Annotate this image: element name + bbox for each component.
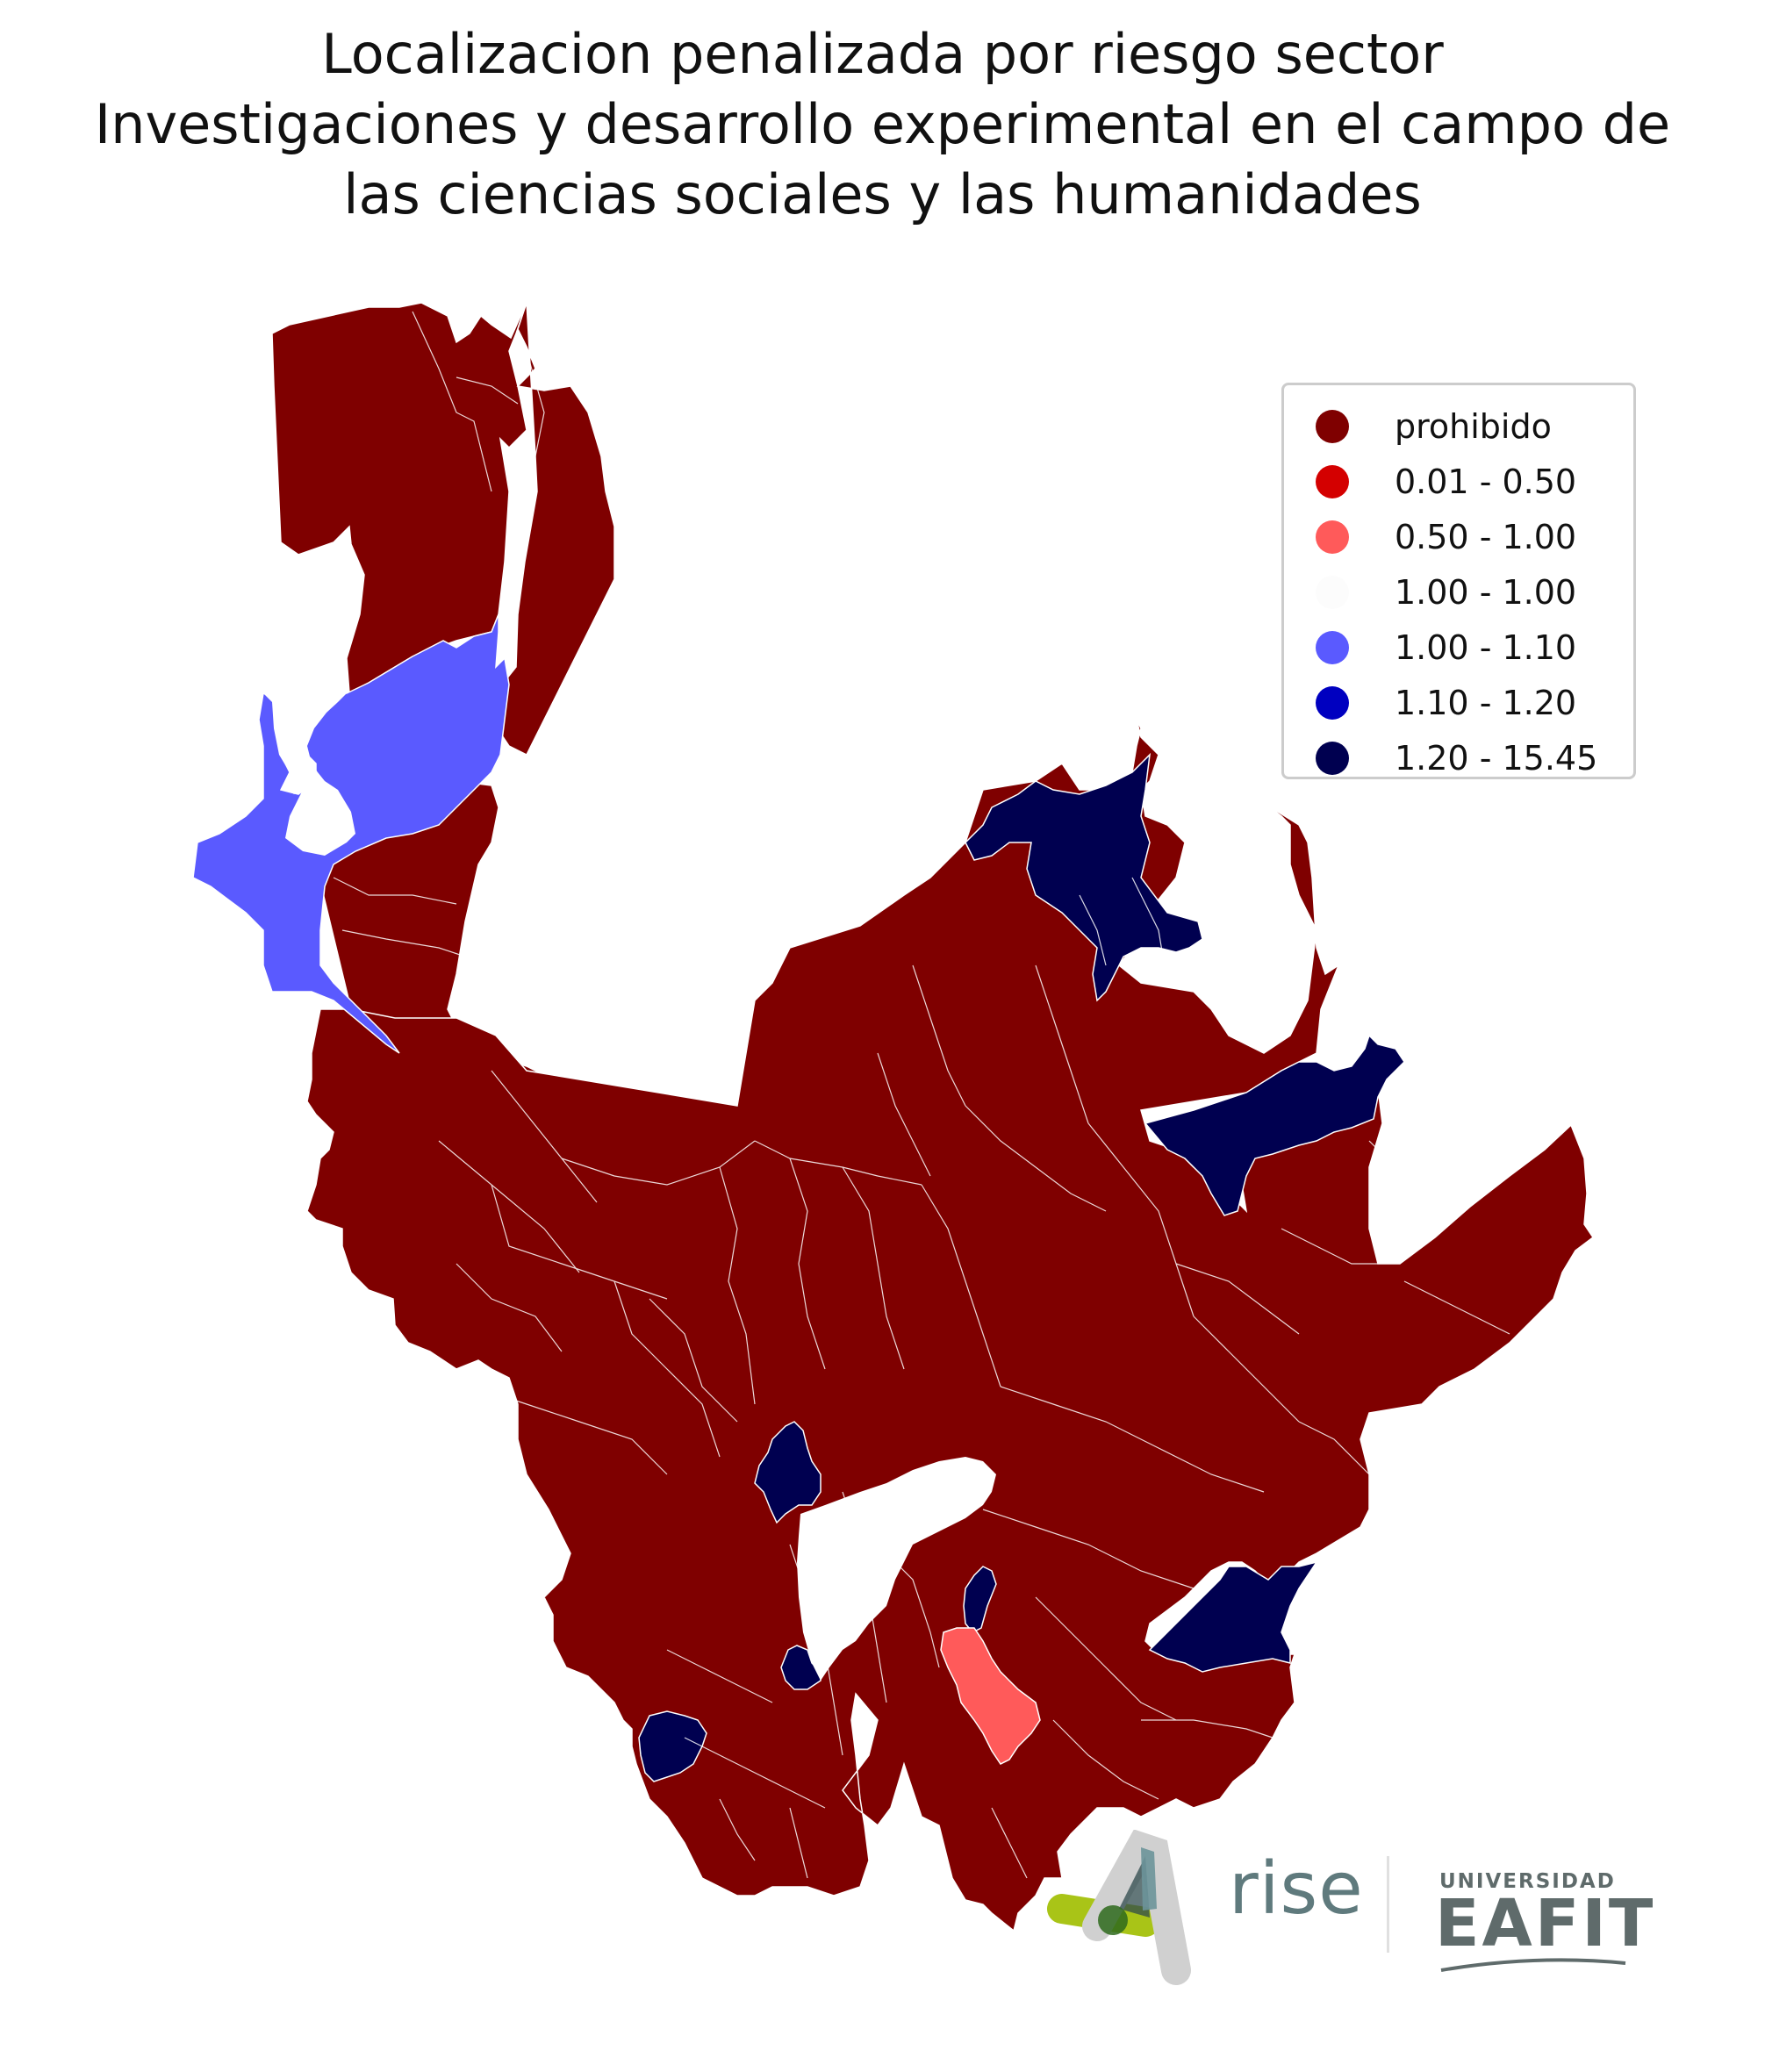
legend-dot-prohibido bbox=[1316, 410, 1349, 443]
legend-label: 1.20 - 15.45 bbox=[1395, 739, 1598, 778]
legend-item-3: 1.00 - 1.00 bbox=[1316, 570, 1576, 614]
university-label-small: UNIVERSIDAD bbox=[1439, 1870, 1616, 1893]
region-navy-southeast bbox=[1148, 1560, 1318, 1673]
legend-dot-4 bbox=[1316, 631, 1349, 664]
legend-item-5: 1.10 - 1.20 bbox=[1316, 681, 1576, 725]
region-central bbox=[306, 719, 1595, 1932]
legend-dot-2 bbox=[1316, 520, 1349, 554]
region-navy-group bbox=[638, 752, 1405, 1782]
logos: rise UNIVERSIDAD EAFIT bbox=[1044, 1830, 1653, 1997]
region-navy-east bbox=[1144, 1034, 1405, 1216]
title-line-1: Localizacion penalizada por riesgo secto… bbox=[321, 22, 1444, 86]
legend-label: 0.50 - 1.00 bbox=[1395, 518, 1577, 556]
legend-item-6: 1.20 - 15.45 bbox=[1316, 736, 1597, 780]
region-salmon bbox=[940, 1627, 1041, 1765]
title-line-3: las ciencias sociales y las humanidades bbox=[343, 162, 1422, 226]
legend-label: 1.00 - 1.10 bbox=[1395, 628, 1577, 667]
legend-dot-5 bbox=[1316, 686, 1349, 720]
region-navy-center-2 bbox=[963, 1566, 997, 1633]
legend: prohibido 0.01 - 0.50 0.50 - 1.00 1.00 -… bbox=[1281, 383, 1636, 779]
map-title: Localizacion penalizada por riesgo secto… bbox=[0, 19, 1765, 230]
region-navy-north bbox=[965, 752, 1203, 1002]
legend-item-4: 1.00 - 1.10 bbox=[1316, 626, 1576, 670]
legend-label: 0.01 - 0.50 bbox=[1395, 462, 1577, 501]
legend-dot-3 bbox=[1316, 576, 1349, 609]
rise-logo-text: rise bbox=[1229, 1847, 1364, 1931]
university-label-main: EAFIT bbox=[1435, 1886, 1656, 1961]
rise-logo-icon bbox=[1047, 1830, 1191, 1985]
gulf-water bbox=[263, 693, 355, 856]
legend-item-1: 0.01 - 0.50 bbox=[1316, 460, 1576, 504]
legend-dot-6 bbox=[1316, 742, 1349, 775]
legend-label: 1.10 - 1.20 bbox=[1395, 684, 1577, 722]
legend-item-prohibido: prohibido bbox=[1316, 405, 1552, 448]
legend-label: prohibido bbox=[1395, 407, 1552, 446]
legend-item-2: 0.50 - 1.00 bbox=[1316, 515, 1576, 559]
region-prohibido-main bbox=[271, 302, 1595, 1932]
eafit-underline-icon bbox=[1440, 1958, 1626, 1972]
region-navy-center-1 bbox=[754, 1421, 822, 1524]
region-north-coast bbox=[271, 302, 527, 695]
legend-label: 1.00 - 1.00 bbox=[1395, 573, 1577, 612]
logo-divider bbox=[1387, 1856, 1389, 1953]
region-navy-southwest bbox=[638, 1710, 707, 1782]
central-void bbox=[797, 1457, 996, 1681]
legend-dot-1 bbox=[1316, 465, 1349, 498]
title-line-2: Investigaciones y desarrollo experimenta… bbox=[94, 92, 1671, 156]
